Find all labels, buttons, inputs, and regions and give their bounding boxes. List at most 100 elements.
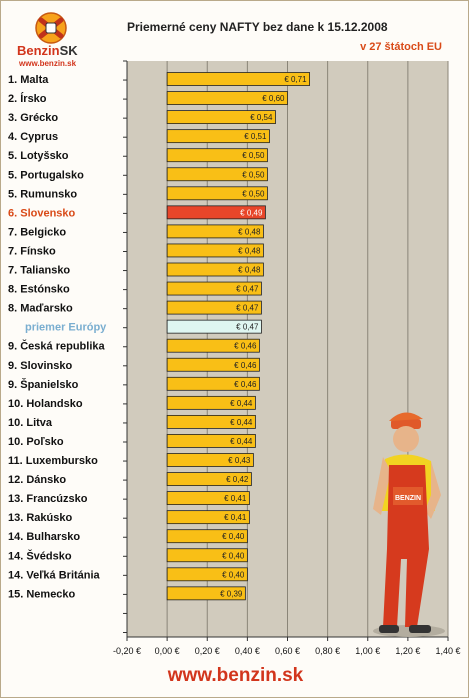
data-label-0: € 0,71 [284, 75, 307, 84]
data-label-8: € 0,48 [238, 227, 261, 236]
logo-name: Benzin [17, 43, 60, 58]
category-label-10: 7. Taliansko [8, 265, 70, 277]
category-label-22: 13. Francúzsko [8, 493, 88, 505]
category-label-0: 1. Malta [8, 74, 49, 86]
data-label-4: € 0,50 [242, 151, 265, 160]
category-label-5: 5. Portugalsko [8, 169, 84, 181]
bar-26 [166, 567, 248, 582]
data-label-24: € 0,40 [222, 532, 245, 541]
bar-chart: -0,20 € 0,00 € 0,20 € 0,40 € 0,60 € 0,80 € 1,0… [8, 60, 461, 656]
category-label-12: 8. Maďarsko [8, 303, 73, 315]
data-label-27: € 0,39 [220, 589, 243, 598]
logo-sk: SK [59, 43, 78, 58]
data-label-19: € 0,44 [230, 437, 253, 446]
footer-url[interactable]: www.benzin.sk [167, 665, 304, 686]
category-label-7: 6. Slovensko [8, 207, 76, 219]
bar-13 [166, 319, 262, 334]
x-tick-label-8: 1,40 € [435, 646, 460, 656]
category-label-21: 12. Dánsko [8, 474, 66, 486]
data-label-13: € 0,47 [236, 323, 259, 332]
bar-20 [166, 453, 254, 467]
data-label-5: € 0,50 [242, 170, 265, 179]
category-label-1: 2. Írsko [8, 92, 47, 105]
bar-12 [166, 300, 262, 315]
category-label-15: 9. Slovinsko [8, 360, 72, 372]
logo-wordmark: BenzinSK [17, 43, 78, 58]
category-label-4: 5. Lotyšsko [8, 150, 69, 162]
bar-16 [166, 376, 260, 391]
data-label-21: € 0,42 [226, 475, 249, 484]
svg-text:BENZIN: BENZIN [395, 495, 421, 502]
data-label-17: € 0,44 [230, 399, 253, 408]
bar-0 [166, 72, 310, 86]
data-label-1: € 0,60 [262, 94, 285, 103]
chart-title: Priemerné ceny NAFTY bez dane k 15.12.20… [127, 20, 388, 34]
bar-7 [166, 205, 266, 220]
bar-1 [166, 91, 288, 105]
bar-15 [166, 357, 260, 372]
bar-8 [166, 224, 264, 239]
category-label-20: 11. Luxembursko [8, 455, 98, 467]
x-tick-label-7: 1,20 € [395, 646, 420, 656]
mechanic-mascot: BENZIN [373, 412, 445, 637]
bar-2 [166, 110, 276, 124]
data-label-20: € 0,43 [228, 456, 251, 465]
data-label-6: € 0,50 [242, 189, 265, 198]
category-label-19: 10. Poľsko [8, 436, 64, 448]
fuel-pump-logo-icon [35, 12, 67, 44]
data-label-14: € 0,46 [234, 342, 257, 351]
bar-22 [166, 491, 250, 506]
bar-27 [166, 586, 246, 601]
bar-9 [166, 243, 264, 258]
data-label-7: € 0,49 [240, 208, 263, 217]
data-label-10: € 0,48 [238, 266, 261, 275]
bar-10 [166, 262, 264, 277]
bar-11 [166, 281, 262, 296]
category-label-24: 14. Bulharsko [8, 531, 80, 543]
category-label-13: priemer Európy [25, 322, 107, 334]
category-label-17: 10. Holandsko [8, 398, 83, 410]
benzin-logo: BenzinSK www.benzin.sk [9, 9, 99, 69]
data-label-9: € 0,48 [238, 246, 261, 255]
data-label-18: € 0,44 [230, 418, 253, 427]
category-label-23: 13. Rakúsko [8, 512, 72, 524]
x-tick-label-6: 1,00 € [355, 646, 380, 656]
category-label-6: 5. Rumunsko [8, 188, 77, 200]
bar-18 [166, 414, 256, 429]
bar-23 [166, 510, 250, 525]
chart-subtitle: v 27 štátoch EU [360, 41, 442, 53]
data-label-11: € 0,47 [236, 285, 259, 294]
data-label-26: € 0,40 [222, 570, 245, 579]
data-label-22: € 0,41 [224, 494, 247, 503]
bar-24 [166, 529, 248, 544]
x-tick-label-2: 0,20 € [195, 646, 220, 656]
category-label-9: 7. Fínsko [8, 245, 56, 257]
category-label-2: 3. Grécko [8, 112, 58, 124]
bar-21 [166, 472, 252, 486]
data-label-16: € 0,46 [234, 380, 257, 389]
x-tick-label-5: 0,80 € [315, 646, 340, 656]
bar-6 [166, 186, 268, 201]
bar-3 [166, 129, 270, 144]
x-tick-label-3: 0,40 € [235, 646, 260, 656]
x-tick-label-1: 0,00 € [155, 646, 180, 656]
category-label-14: 9. Česká republika [8, 340, 105, 353]
logo-url: www.benzin.sk [19, 59, 77, 68]
data-label-25: € 0,40 [222, 551, 245, 560]
data-label-2: € 0,54 [250, 113, 273, 122]
bar-25 [166, 548, 248, 563]
category-label-11: 8. Estónsko [8, 284, 70, 296]
category-label-3: 4. Cyprus [8, 131, 58, 143]
category-label-27: 15. Nemecko [8, 588, 76, 600]
category-label-8: 7. Belgicko [8, 226, 66, 238]
x-tick-label-4: 0,60 € [275, 646, 300, 656]
bar-19 [166, 434, 256, 448]
bar-17 [166, 395, 256, 410]
bar-14 [166, 338, 260, 353]
data-label-15: € 0,46 [234, 361, 257, 370]
category-label-25: 14. Švédsko [8, 549, 72, 562]
category-label-18: 10. Litva [8, 417, 53, 429]
bar-5 [166, 167, 268, 182]
bar-4 [166, 148, 268, 163]
